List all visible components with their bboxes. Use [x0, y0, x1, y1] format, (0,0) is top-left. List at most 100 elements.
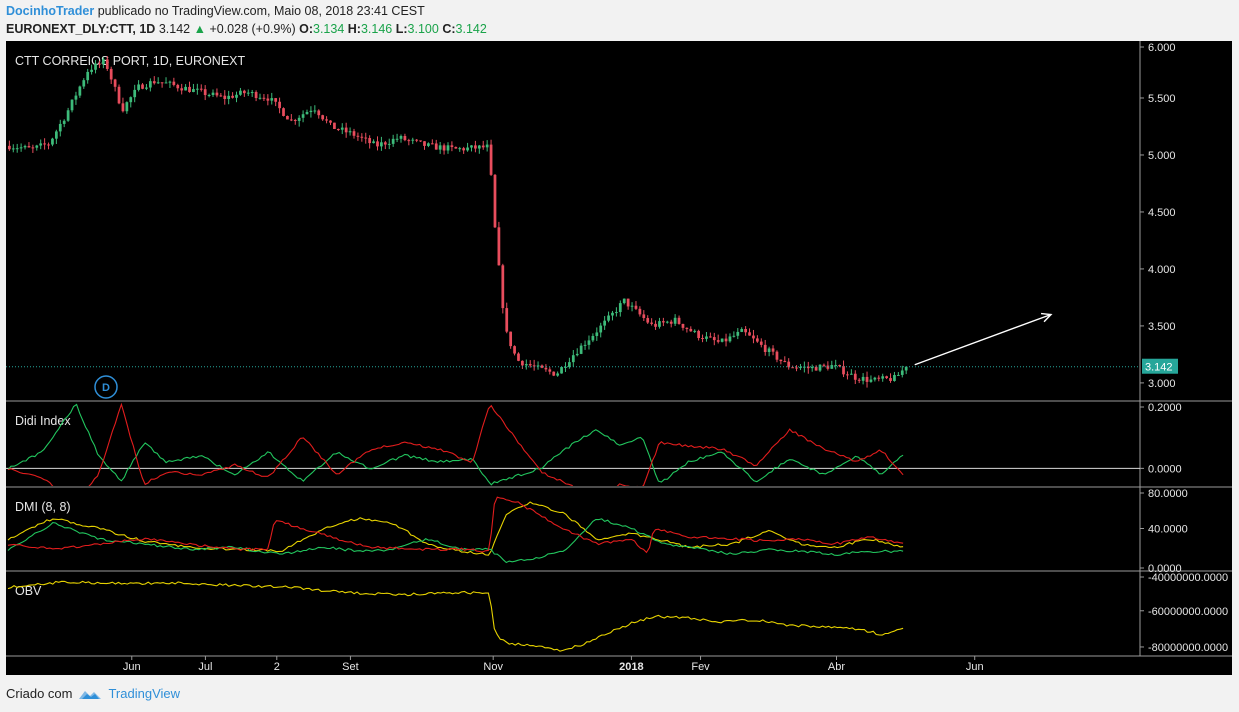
author-link[interactable]: DocinhoTrader [6, 4, 95, 18]
candle [716, 340, 720, 342]
candle [705, 336, 708, 339]
open-value: 3.134 [313, 22, 345, 36]
candle [662, 321, 665, 323]
candle [293, 120, 297, 122]
candle [352, 131, 356, 136]
candle [368, 138, 372, 144]
candle [556, 373, 560, 376]
y-tick-label: 0.0000 [1148, 463, 1182, 475]
candle [101, 59, 105, 65]
candle [446, 145, 450, 151]
low-value: 3.100 [407, 22, 439, 36]
candle [321, 115, 325, 120]
candle [677, 317, 681, 324]
candle [799, 367, 802, 369]
candle [15, 148, 19, 150]
candle [227, 95, 231, 100]
candle [466, 147, 469, 151]
candle [364, 137, 368, 139]
indicator-series-line [7, 518, 904, 564]
candle [712, 337, 716, 341]
candle [450, 145, 454, 148]
y-tick-label: 4.000 [1148, 264, 1176, 276]
y-tick-label: 3.500 [1148, 321, 1176, 333]
candle [117, 86, 121, 104]
candle [141, 84, 144, 89]
candle [74, 95, 78, 100]
candle [736, 331, 740, 336]
y-tick-label: -80000000.0000 [1148, 642, 1228, 654]
candle [646, 318, 650, 323]
candle [289, 119, 293, 121]
candle [235, 94, 238, 98]
candle [164, 82, 168, 84]
candle [528, 364, 532, 366]
low-label: L: [395, 22, 408, 36]
candle [728, 336, 732, 342]
indicator-series-line [7, 580, 904, 652]
candle [133, 89, 137, 98]
candle [19, 147, 23, 149]
candle [759, 341, 763, 345]
candle [560, 367, 563, 374]
candle [861, 376, 865, 381]
candle [125, 102, 129, 112]
candle [407, 140, 411, 142]
candle [195, 88, 199, 90]
candle [180, 88, 184, 91]
candle [286, 115, 289, 120]
candles-group [8, 56, 908, 388]
candle [673, 317, 677, 324]
x-tick-label: Fev [691, 661, 710, 673]
y-tick-label: 5.500 [1148, 93, 1176, 105]
y-tick-label: 5.000 [1148, 150, 1176, 162]
candle [129, 97, 133, 103]
dividend-marker-icon [94, 375, 118, 399]
candle [192, 89, 195, 93]
candle [98, 63, 101, 65]
candle [767, 348, 771, 352]
candle [250, 92, 254, 94]
candle [607, 315, 610, 321]
y-tick-label: 3.000 [1148, 378, 1176, 390]
candle [8, 145, 11, 150]
candle [242, 90, 246, 94]
candle [849, 373, 853, 375]
candle [301, 114, 305, 118]
candle [756, 338, 759, 342]
candle [603, 320, 607, 326]
candle [842, 366, 845, 375]
tradingview-logo-icon [79, 690, 102, 699]
candle [442, 145, 446, 151]
candle [336, 128, 340, 130]
x-tick-label: Abr [828, 661, 845, 673]
candle [595, 332, 599, 336]
candle [857, 379, 861, 381]
candle [438, 145, 442, 150]
candle [536, 365, 540, 367]
chart-area[interactable]: CTT CORREIOS PORT, 1D, EURONEXT 6.000 5.50… [6, 41, 1232, 675]
candle [783, 361, 787, 363]
y-tick-label: 40.0000 [1148, 524, 1188, 536]
pane-title: Didi Index [15, 414, 71, 428]
chart-svg[interactable]: CTT CORREIOS PORT, 1D, EURONEXT 6.000 5.50… [6, 41, 1232, 675]
candle [615, 312, 618, 314]
candle [415, 139, 419, 141]
tradingview-brand-link[interactable]: TradingView [108, 686, 181, 701]
candle [838, 365, 841, 367]
candle [489, 144, 493, 175]
candle [176, 84, 180, 89]
candle [35, 145, 39, 148]
candle [113, 79, 117, 87]
pane-title: OBV [15, 584, 42, 598]
candle [454, 147, 458, 149]
trend-arrow-head [1040, 312, 1053, 323]
candle [356, 135, 360, 137]
candle [262, 97, 266, 99]
candle [423, 141, 426, 146]
candle [720, 338, 724, 342]
dividend-marker-label: D [102, 382, 110, 394]
candle [532, 365, 536, 367]
candle [477, 145, 481, 149]
candle [78, 86, 82, 96]
